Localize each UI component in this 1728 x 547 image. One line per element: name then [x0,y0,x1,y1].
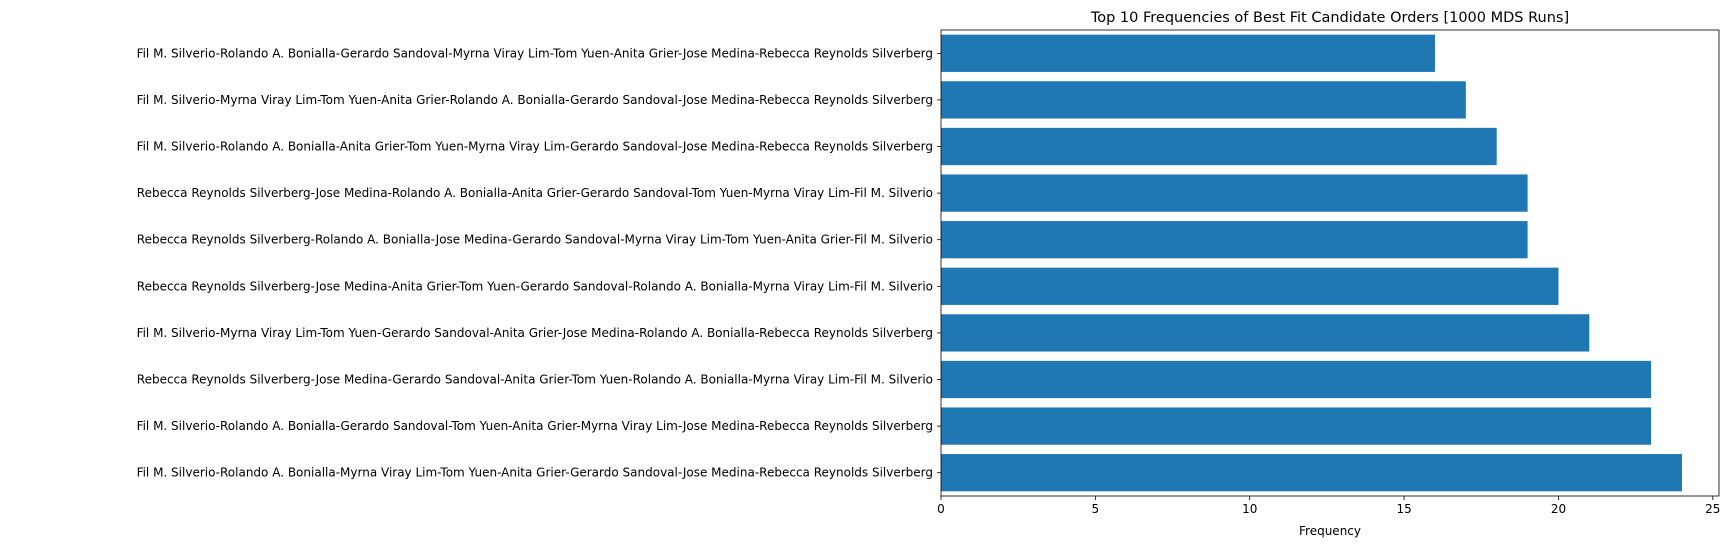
bar-1 [941,454,1682,492]
axes-frame [940,29,1720,497]
bar-3 [941,360,1652,399]
x-axis-ticks: 0 5 10 15 20 25 [937,496,1720,516]
category-label-2: Fil M. Silverio-Rolando A. Bonialla-Gera… [137,419,933,433]
x-tick-label-5: 20 [1551,502,1566,516]
category-label-9: Fil M. Silverio-Myrna Viray Lim-Tom Yuen… [137,93,933,107]
category-label-4: Fil M. Silverio-Myrna Viray Lim-Tom Yuen… [137,326,933,340]
plot-frame [940,29,1720,497]
category-label-3: Rebecca Reynolds Silverberg-Jose Medina-… [137,373,933,387]
category-label-7: Rebecca Reynolds Silverberg-Jose Medina-… [137,186,933,200]
bar-7 [941,174,1528,212]
category-label-1: Fil M. Silverio-Rolando A. Bonialla-Myrn… [137,466,933,480]
bar-2 [941,407,1652,445]
category-label-8: Fil M. Silverio-Rolando A. Bonialla-Anit… [137,140,933,154]
bar-6 [941,221,1528,259]
bar-9 [941,81,1466,119]
chart-title: Top 10 Frequencies of Best Fit Candidate… [1090,10,1569,26]
category-label-10: Fil M. Silverio-Rolando A. Bonialla-Gera… [137,46,933,60]
bar-5 [941,267,1559,305]
x-tick-label-3: 10 [1242,502,1257,516]
category-labels: Fil M. Silverio-Rolando A. Bonialla-Myrn… [137,46,941,480]
category-label-6: Rebecca Reynolds Silverberg-Rolando A. B… [137,233,933,247]
x-tick-label-1: 0 [937,502,945,516]
x-tick-label-6: 25 [1705,502,1720,516]
category-label-5: Rebecca Reynolds Silverberg-Jose Medina-… [137,279,933,293]
x-tick-label-4: 15 [1396,502,1411,516]
bars-group [941,34,1682,492]
x-axis-title: Frequency [1299,524,1361,538]
bar-8 [941,127,1497,166]
bar-10 [941,34,1435,72]
x-tick-label-2: 5 [1092,502,1100,516]
bar-4 [941,314,1590,352]
